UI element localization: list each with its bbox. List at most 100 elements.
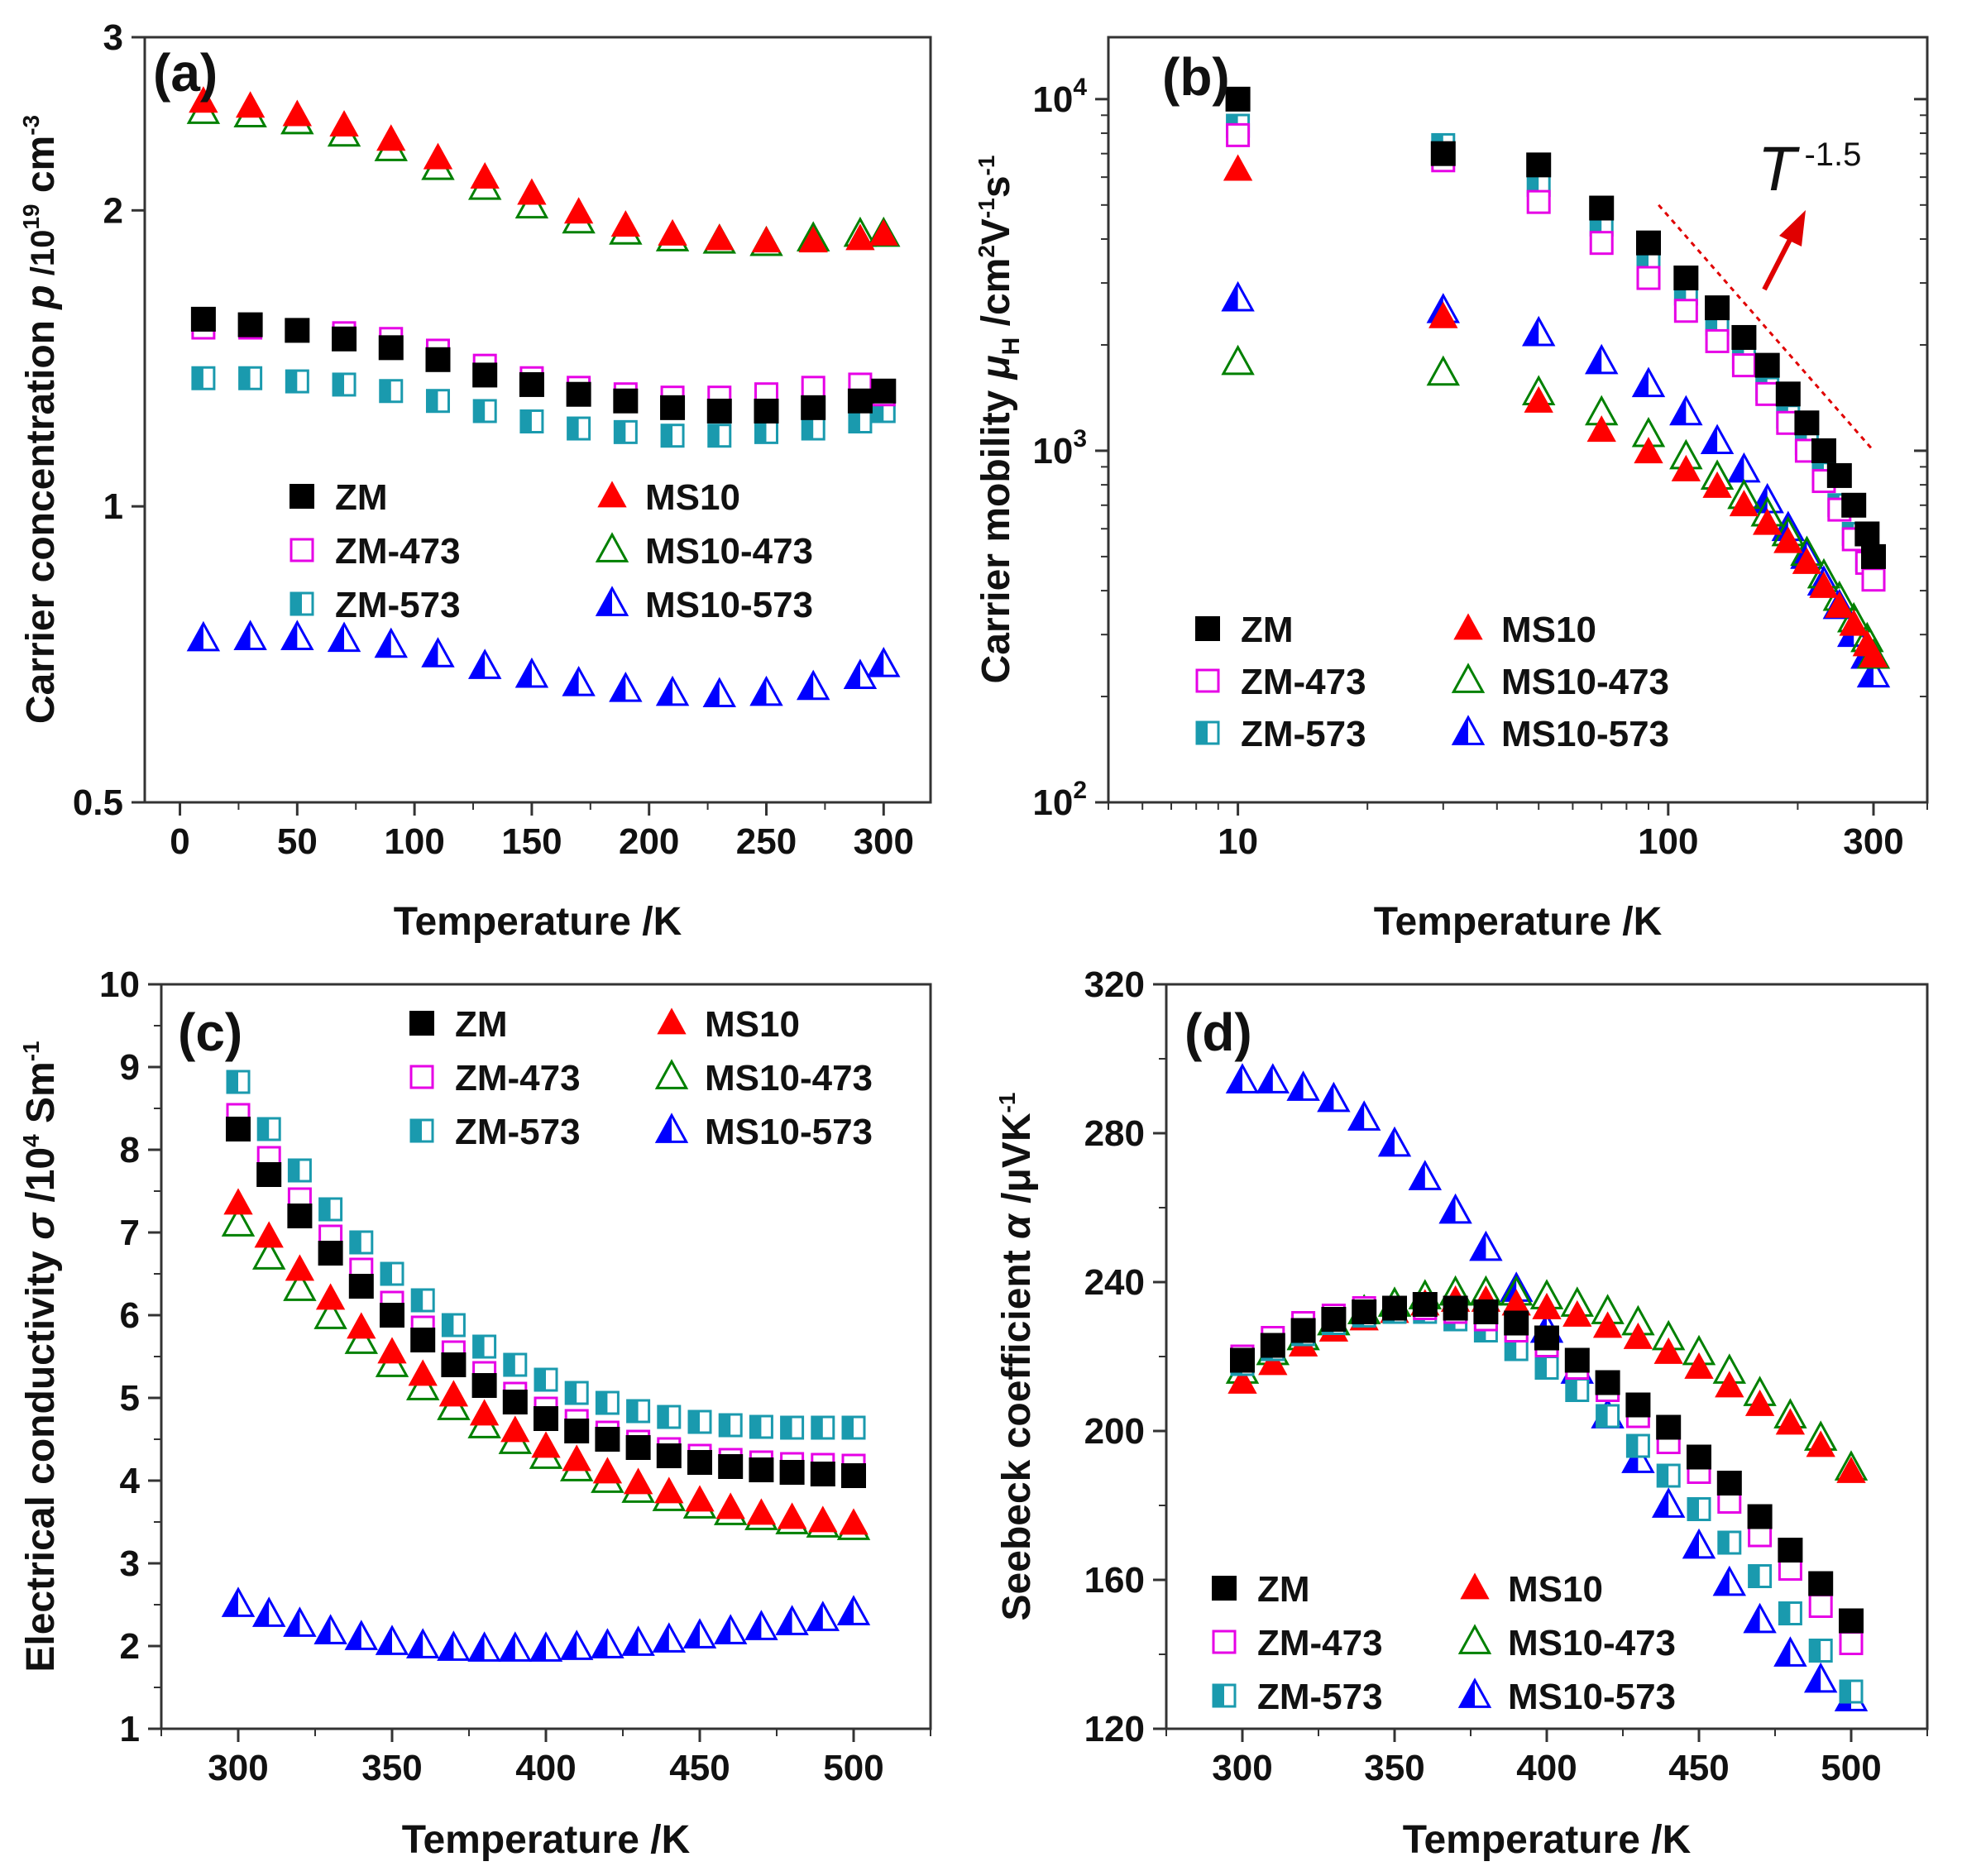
y-axis-title-a-unit: /10 <box>25 230 61 285</box>
xtick-label-d-4: 500 <box>1821 1748 1881 1788</box>
legend-marker-b-ms10-573 <box>1451 715 1486 745</box>
panel-a: 0 50 100 150 200 250 300 0.5 1 2 3 (a) Temperatur… <box>18 17 932 944</box>
point-a-ms10-573-2 <box>280 620 314 650</box>
point-c-zm-573-3 <box>318 1197 343 1222</box>
legend-item-d-ms10: MS10 <box>1460 1569 1603 1610</box>
point-a-zm-573-14 <box>848 409 873 434</box>
point-d-ms10-573-2 <box>1286 1070 1320 1101</box>
y-axis-title-d-prefix: Seebeck coefficient <box>995 1239 1039 1621</box>
point-b-zm-12 <box>1826 462 1852 488</box>
legend-label-a-zm-573: ZM-573 <box>335 585 461 625</box>
point-b-zm-473-15 <box>1861 567 1886 592</box>
legend-item-b-zm: ZM <box>1195 610 1294 650</box>
point-c-ms10-19 <box>808 1505 838 1533</box>
legend-item-a-ms10-473: MS10-473 <box>595 531 813 572</box>
point-d-zm-18 <box>1778 1538 1803 1563</box>
xticks-d: 300 350 400 450 500 <box>1165 1729 1928 1788</box>
point-a-zm-573-6 <box>472 399 497 424</box>
ytick-label-d-0: 120 <box>1084 1709 1145 1749</box>
legend-marker-a-zm-473 <box>290 538 314 562</box>
point-d-ms10-573-8 <box>1469 1230 1503 1261</box>
annotation-b: T -1.5 <box>1658 134 1875 452</box>
point-a-ms10-573-11 <box>702 677 736 708</box>
point-c-ms10-473-1 <box>251 1239 286 1270</box>
point-d-zm-573-20 <box>1839 1679 1864 1704</box>
y-axis-title-b-prefix: Carrier mobility <box>974 379 1018 683</box>
point-a-ms10-573-9 <box>609 672 643 702</box>
ytick-label-a-2: 2 <box>103 190 123 231</box>
point-c-zm-573-16 <box>718 1413 743 1438</box>
point-d-ms10-573-13 <box>1621 1443 1655 1473</box>
point-c-ms10-573-13 <box>621 1625 655 1656</box>
point-a-zm-1 <box>237 312 263 337</box>
point-b-zm-473-7 <box>1731 353 1756 378</box>
y-axis-title-a-exp2: -3 <box>18 115 44 136</box>
point-b-ms10-2 <box>1524 385 1553 413</box>
xticks-c: 300 350 400 450 500 <box>160 1729 931 1788</box>
point-b-ms10-3 <box>1586 415 1616 443</box>
point-d-zm-573-17 <box>1748 1564 1773 1588</box>
marks-b <box>1221 86 1891 688</box>
point-b-ms10-5 <box>1671 454 1701 481</box>
series-a-zm-573 <box>191 366 896 448</box>
point-b-zm-13 <box>1841 492 1867 518</box>
x-axis-title-d: Temperature /K <box>1403 1818 1692 1862</box>
series-c-ms10-573 <box>221 1586 871 1662</box>
legend-label-a-ms10: MS10 <box>645 477 740 518</box>
point-a-zm-573-10 <box>660 424 685 448</box>
y-axis-title-c-prefix: Electrical conductivity <box>19 1240 63 1673</box>
point-c-ms10-573-11 <box>559 1630 594 1660</box>
xtick-label-d-0: 300 <box>1212 1748 1272 1788</box>
point-c-ms10-573-17 <box>744 1610 778 1640</box>
point-c-ms10-573-19 <box>806 1601 840 1631</box>
point-d-ms10-573-19 <box>1803 1662 1838 1693</box>
point-a-zm-473-13 <box>801 376 825 400</box>
legend-label-a-ms10-573: MS10-573 <box>645 585 813 625</box>
series-c-zm-573 <box>226 1070 866 1440</box>
xtick-label-a-5: 250 <box>736 821 797 862</box>
point-a-zm-9 <box>613 388 639 414</box>
point-a-ms10-3 <box>329 110 359 137</box>
series-c-ms10 <box>223 1188 869 1535</box>
point-a-ms10-14 <box>845 223 875 251</box>
x-axis-title-c: Temperature /K <box>402 1818 691 1862</box>
xtick-label-c-4: 500 <box>823 1748 883 1788</box>
point-a-zm-10 <box>660 395 686 420</box>
legend-label-c-zm-573: ZM-573 <box>455 1112 581 1152</box>
point-c-ms10-13 <box>623 1467 653 1495</box>
point-d-ms10-573-3 <box>1317 1081 1351 1113</box>
point-b-zm-7 <box>1731 324 1757 350</box>
point-d-ms10-17 <box>1744 1389 1775 1416</box>
legend-marker-a-ms10-573 <box>595 586 629 616</box>
panel-c: 300 350 400 450 500 1 2 3 4 5 6 7 8 9 10 (c) Temperat… <box>18 964 932 1862</box>
point-a-ms10-9 <box>610 210 641 237</box>
point-c-ms10-14 <box>654 1476 684 1504</box>
annotation-text-b: T -1.5 <box>1758 134 1861 204</box>
point-a-zm-573-5 <box>425 389 450 414</box>
point-b-zm-473-8 <box>1755 381 1780 406</box>
legend-marker-c-ms10-573 <box>654 1113 689 1143</box>
y-axis-title-b-unit3: s <box>974 175 1018 198</box>
point-d-zm-2 <box>1290 1318 1316 1343</box>
point-c-zm-573-4 <box>349 1230 374 1255</box>
xtick-label-b-2: 300 <box>1843 821 1903 862</box>
point-b-zm-1 <box>1430 141 1456 166</box>
ytick-label-b-1: 103 <box>1032 425 1087 471</box>
point-d-ms10-573-18 <box>1773 1636 1807 1667</box>
xtick-label-a-4: 200 <box>619 821 679 862</box>
legend-label-c-zm-473: ZM-473 <box>455 1058 581 1098</box>
legend-label-c-ms10-573: MS10-573 <box>705 1112 873 1152</box>
legend-marker-a-ms10 <box>597 481 627 508</box>
point-c-ms10-18 <box>777 1502 807 1529</box>
point-a-ms10-5 <box>423 142 453 170</box>
ytick-label-c-9: 10 <box>99 964 140 1005</box>
point-c-zm-573-5 <box>380 1261 404 1286</box>
point-a-zm-573-7 <box>519 409 544 434</box>
point-c-zm-10 <box>534 1406 558 1431</box>
point-d-ms10-573-7 <box>1438 1193 1472 1224</box>
point-b-zm-9 <box>1775 381 1801 407</box>
point-c-zm-2 <box>287 1204 313 1228</box>
legend-label-c-ms10: MS10 <box>705 1004 800 1045</box>
point-d-zm-15 <box>1687 1444 1711 1470</box>
point-c-zm-1 <box>256 1162 282 1187</box>
